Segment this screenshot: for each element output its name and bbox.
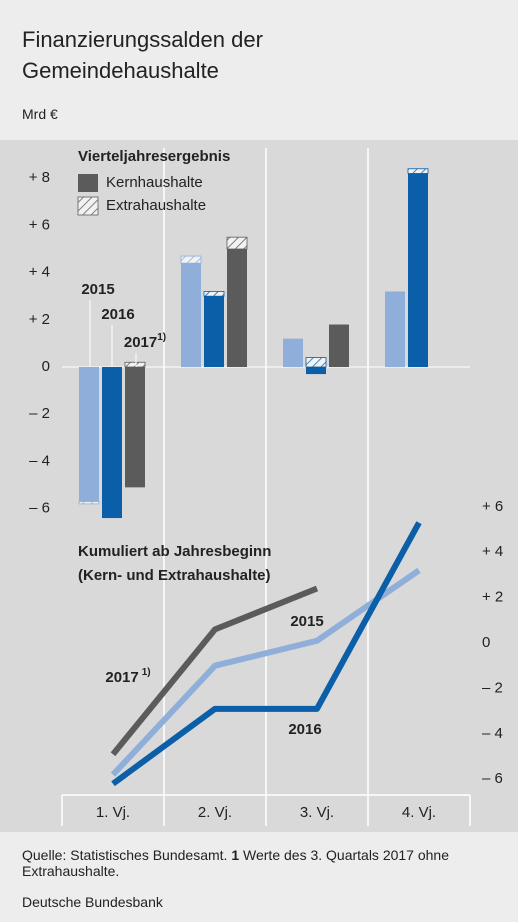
y-tick-label: + 4 (482, 543, 503, 560)
bar-extra (180, 255, 202, 264)
bar (385, 291, 405, 367)
bar (408, 173, 428, 367)
title: Finanzierungssalden der Gemeindehaushalt… (22, 27, 263, 83)
legend-label: Kernhaushalte (106, 174, 203, 191)
x-tick-label: 2. Vj. (198, 804, 232, 821)
series-note: 1) (142, 667, 151, 678)
legend-label: Extrahaushalte (106, 197, 206, 214)
bar-extra (407, 168, 429, 174)
chart-panel (0, 140, 518, 832)
bar (329, 324, 349, 367)
series-name: 2016 (288, 721, 321, 738)
separators (61, 148, 471, 826)
series-name: 2017 (124, 334, 157, 351)
series-name: 2017 (105, 669, 138, 686)
bar (204, 296, 224, 367)
series-name: 2015 (290, 613, 323, 630)
y-tick-label: – 2 (29, 405, 50, 422)
series-name: 2015 (81, 281, 114, 298)
credit: Deutsche Bundesbank (22, 894, 163, 910)
y-tick-label: 0 (42, 358, 50, 375)
y-tick-label: 0 (482, 634, 490, 651)
note-marker: 1 (231, 847, 240, 863)
legend-swatch (78, 174, 98, 192)
series-name: 2016 (101, 306, 134, 323)
series-label: 2016 (288, 721, 321, 738)
legend-title: Vierteljahresergebnis (78, 148, 230, 165)
y-tick-label: – 6 (482, 770, 503, 787)
y-tick-label: + 2 (29, 311, 50, 328)
unit: Mrd € (22, 106, 58, 122)
bar (306, 367, 326, 375)
bar (283, 338, 303, 367)
series-label: 2015 (290, 613, 323, 630)
panel-title: (Kern- und Extrahaushalte) (78, 567, 271, 584)
y-tick-label: – 6 (29, 500, 50, 517)
bar-extra (203, 291, 225, 297)
y-tick-label: – 2 (482, 679, 503, 696)
series-label: 20171) (124, 332, 166, 351)
series-note: 1) (157, 332, 166, 343)
panel-title: Kumuliert ab Jahresbeginn (78, 543, 271, 560)
legend-swatch (77, 196, 99, 216)
y-tick-label: + 8 (29, 169, 50, 186)
bar (125, 367, 145, 488)
line (110, 567, 421, 777)
line (111, 521, 422, 787)
y-tick-label: + 4 (29, 264, 50, 281)
x-tick-label: 4. Vj. (402, 804, 436, 821)
series-label: 2015 (81, 281, 114, 298)
bar (79, 367, 99, 502)
bar (102, 367, 122, 519)
footnote: Quelle: Statistisches Bundesamt. 1 Werte… (22, 847, 502, 879)
bar-extra (226, 236, 248, 250)
bar-extra (305, 357, 327, 368)
source: Quelle: Statistisches Bundesamt. (22, 847, 228, 863)
x-tick-label: 1. Vj. (96, 804, 130, 821)
y-tick-label: + 2 (482, 589, 503, 606)
bar-extra (78, 501, 100, 505)
note: Werte des 3. Quartals 2017 ohne Extrahau… (22, 847, 449, 879)
line (110, 585, 319, 757)
y-tick-label: + 6 (29, 216, 50, 233)
series-label: 2016 (101, 306, 134, 323)
bar-extra (124, 361, 146, 368)
bar (181, 263, 201, 367)
y-tick-label: – 4 (29, 452, 50, 469)
bar (227, 249, 247, 367)
series-label: 2017 1) (105, 667, 150, 686)
y-tick-label: + 6 (482, 498, 503, 515)
y-tick-label: – 4 (482, 725, 503, 742)
x-tick-label: 3. Vj. (300, 804, 334, 821)
